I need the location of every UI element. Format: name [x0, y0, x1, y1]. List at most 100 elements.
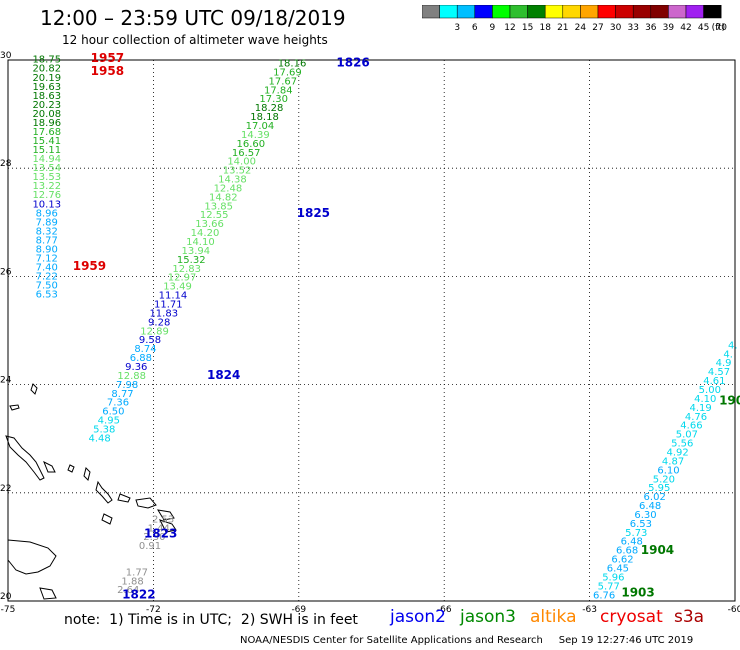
- wave-height-value: 20.19: [32, 73, 61, 84]
- satellite-cryosat: cryosat: [600, 607, 663, 627]
- wave-height-value: 15.11: [32, 145, 61, 156]
- wave-height-value: 18.18: [250, 112, 279, 123]
- wave-height-value: 17.84: [264, 85, 293, 96]
- wave-height-value: 1.88: [121, 576, 143, 587]
- wave-height-value: 0.91: [139, 541, 161, 552]
- legend-tick-label: 42: [680, 23, 691, 33]
- latitude-tick-label: 30: [0, 51, 12, 61]
- wave-height-value: 8.90: [36, 244, 58, 255]
- wave-height-value: 17.69: [273, 67, 302, 78]
- wave-height-value: 2.30: [143, 532, 165, 543]
- satellite-jason2: jason2: [390, 607, 446, 627]
- coastline: [101, 513, 113, 525]
- legend-tick-label: 24: [575, 23, 587, 33]
- wave-height-value: 7.22: [36, 272, 58, 283]
- coastline: [30, 383, 38, 395]
- wave-height-value: 4.19: [689, 403, 711, 414]
- legend-tick-label: 12: [504, 23, 515, 33]
- wave-height-value: 18.75: [32, 55, 61, 66]
- pass-time-label: 1904: [641, 543, 674, 557]
- latitude-tick-label: 28: [0, 159, 12, 169]
- wave-height-value: 13.53: [32, 172, 61, 183]
- wave-height-value: 11.83: [149, 308, 178, 319]
- wave-height-value: 4.95: [98, 416, 120, 427]
- wave-height-value: 8.96: [36, 208, 58, 219]
- wave-height-value: 6.30: [634, 510, 656, 521]
- wave-height-value: 16.57: [232, 148, 261, 159]
- wave-height-value: 14.38: [218, 175, 247, 186]
- wave-height-value: 20.23: [32, 100, 61, 111]
- pass-time-label: 190: [719, 394, 740, 408]
- wave-height-value: 11.71: [154, 300, 183, 311]
- legend-swatch: [703, 5, 722, 19]
- legend-tick-label: 30: [610, 23, 622, 33]
- color-legend: 3 6 9 12 15 18 21 24 27 30 33 36 39 42 45 70(ft): [422, 5, 727, 33]
- wave-height-value: 12.88: [117, 371, 146, 382]
- wave-height-value: 9.36: [125, 362, 147, 373]
- wave-height-value: 9.58: [139, 335, 161, 346]
- wave-height-value: 20.82: [32, 64, 61, 75]
- wave-height-value: 20.08: [32, 109, 61, 120]
- coastline: [159, 519, 177, 533]
- legend-tick-label: 21: [557, 23, 568, 33]
- wave-height-value: 1.77: [126, 567, 148, 578]
- latitude-tick-label: 22: [0, 484, 11, 494]
- wave-height-value: 13.52: [223, 166, 252, 177]
- map-frame: [7, 59, 736, 602]
- wave-height-value: 17.04: [246, 121, 275, 132]
- wave-height-value: 2.64: [117, 585, 139, 596]
- wave-height-value: 6.10: [657, 465, 679, 476]
- wave-height-value: 6.88: [130, 353, 152, 364]
- pass-time-label: 1822: [122, 587, 155, 601]
- wave-height-value: 15.41: [32, 136, 61, 147]
- wave-height-value: 7.98: [116, 380, 138, 391]
- pass-time-label: 1826: [336, 55, 369, 69]
- wave-height-value: 13.85: [204, 201, 233, 212]
- wave-height-value: 5.38: [93, 424, 115, 435]
- wave-height-value: 4.66: [680, 421, 702, 432]
- coastline: [157, 509, 175, 521]
- wave-height-value: 5.77: [598, 581, 620, 592]
- coastline: [7, 539, 57, 575]
- wave-height-value: 8.32: [36, 226, 58, 237]
- coastline: [67, 464, 75, 473]
- wave-height-value: 5.20: [653, 474, 675, 485]
- wave-height-value: 8.77: [36, 235, 58, 246]
- wave-height-value: 6.76: [593, 590, 615, 601]
- wave-height-value: 14.00: [227, 157, 256, 168]
- wave-height-value: 5.96: [602, 572, 624, 583]
- longitude-tick-label: -75: [1, 605, 16, 615]
- pass-time-label: 1823: [144, 527, 177, 541]
- legend-tick-label: 3: [454, 23, 460, 33]
- legend-tick-label: 45: [698, 23, 709, 33]
- wave-height-value: 6.53: [630, 519, 652, 530]
- coastline: [5, 435, 45, 481]
- legend-tick-label: 6: [472, 23, 478, 33]
- legend-tick-label: 33: [627, 23, 638, 33]
- wave-height-value: 18.96: [32, 118, 61, 129]
- wave-height-value: 6.53: [36, 290, 58, 301]
- pass-time-label: 1957: [91, 51, 124, 65]
- wave-height-value: 17.30: [259, 94, 288, 105]
- wave-height-value: 4.87: [662, 456, 684, 467]
- wave-height-value: 14.82: [209, 192, 238, 203]
- coastline: [43, 460, 56, 473]
- legend-tick-label: 18: [539, 23, 551, 33]
- wave-height-value: 12.48: [214, 183, 243, 194]
- units-note: note: 1) Time is in UTC; 2) SWH is in fe…: [64, 612, 358, 628]
- longitude-tick-label: -66: [437, 605, 452, 615]
- map-title: 12:00 – 23:59 UTC 09/18/2019: [40, 6, 346, 30]
- wave-height-value: 13.22: [32, 181, 61, 192]
- wave-height-value: 7.40: [36, 263, 58, 274]
- latitude-tick-label: 24: [0, 376, 12, 386]
- longitude-tick-label: -60: [728, 605, 740, 615]
- wave-height-value: 17.68: [32, 127, 61, 138]
- satellite-s3a: s3a: [674, 607, 705, 627]
- wave-height-value: 6.48: [621, 537, 643, 548]
- legend-tick-label: 36: [645, 23, 657, 33]
- wave-height-value: 12.97: [168, 273, 197, 284]
- wave-height-value: 17.67: [269, 76, 298, 87]
- wave-height-value: 7.50: [36, 281, 58, 292]
- coastline: [117, 493, 131, 503]
